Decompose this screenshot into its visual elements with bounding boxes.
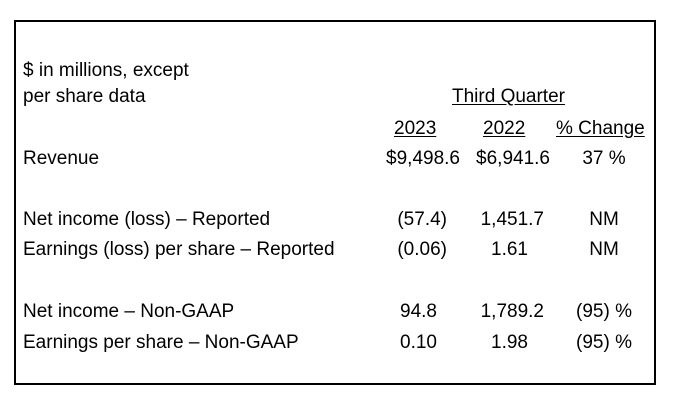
units-note-line2: per share data: [23, 86, 146, 107]
cell-net-income-non-gaap-2023: 94.8: [400, 301, 437, 322]
column-header-change: % Change: [556, 118, 645, 139]
cell-eps-reported-2023: (0.06): [397, 239, 447, 260]
row-label-eps-non-gaap: Earnings per share – Non-GAAP: [23, 332, 299, 353]
table-frame-right-border: [654, 20, 656, 385]
column-header-2022: 2022: [483, 118, 526, 139]
cell-net-income-reported-2022: 1,451.7: [480, 209, 544, 230]
cell-revenue-2022: $6,941.6: [476, 148, 550, 169]
cell-eps-reported-2022: 1.61: [491, 239, 528, 260]
cell-revenue-2023: $9,498.6: [386, 148, 460, 169]
cell-net-income-non-gaap-change: (95) %: [576, 301, 632, 322]
units-note-line1: $ in millions, except: [23, 60, 189, 81]
cell-net-income-reported-2023: (57.4): [397, 209, 447, 230]
cell-net-income-non-gaap-2022: 1,789.2: [480, 301, 544, 322]
cell-net-income-reported-change: NM: [589, 209, 619, 230]
row-label-net-income-non-gaap: Net income – Non-GAAP: [23, 301, 235, 322]
cell-eps-non-gaap-2022: 1.98: [491, 332, 528, 353]
cell-eps-reported-change: NM: [589, 239, 619, 260]
cell-revenue-change: 37 %: [582, 148, 626, 169]
column-header-2023: 2023: [394, 118, 437, 139]
cell-eps-non-gaap-2023: 0.10: [400, 332, 437, 353]
table-frame: [14, 20, 656, 385]
cell-eps-non-gaap-change: (95) %: [576, 332, 632, 353]
row-label-revenue: Revenue: [23, 148, 100, 169]
row-label-eps-reported: Earnings (loss) per share – Reported: [23, 239, 335, 260]
row-label-net-income-reported: Net income (loss) – Reported: [23, 209, 271, 230]
period-header: Third Quarter: [452, 86, 565, 107]
